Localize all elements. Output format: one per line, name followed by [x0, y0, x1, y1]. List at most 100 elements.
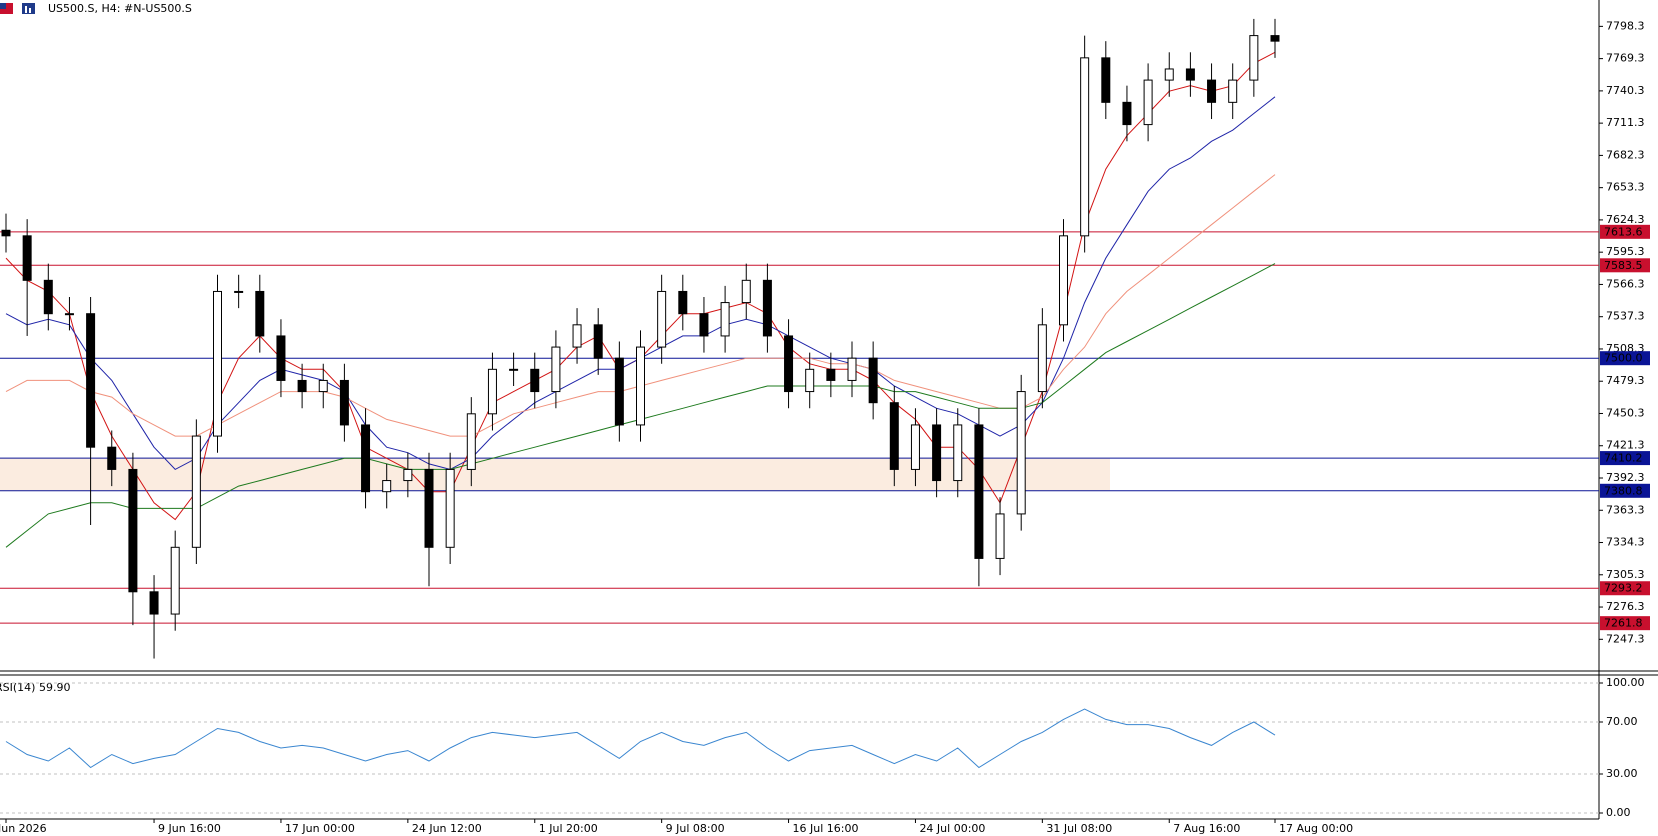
x-tick-label: Jun 2026 [0, 822, 47, 835]
level-label: 7410.2 [1604, 452, 1643, 465]
candle-body [1249, 35, 1259, 81]
candle-body [149, 591, 159, 615]
x-tick-label: 7 Aug 16:00 [1173, 822, 1240, 835]
level-label-box [1600, 351, 1650, 366]
candle-body [1, 229, 11, 237]
candle-body [403, 468, 413, 482]
chart-title: US500.S, H4: #N-US500.S [48, 2, 192, 15]
y-tick-label: 7624.3 [1606, 213, 1645, 226]
level-label-box [1600, 483, 1650, 498]
candle-body [170, 546, 180, 615]
candle-body [128, 468, 138, 593]
price-panel [0, 0, 1599, 671]
candle-body [1228, 79, 1238, 103]
y-tick-label: 7363.3 [1606, 503, 1645, 516]
x-tick-label: 31 Jul 08:00 [1046, 822, 1112, 835]
candle-body [276, 335, 286, 381]
y-tick-label: 7450.3 [1606, 406, 1645, 419]
y-tick-label: 7537.3 [1606, 310, 1645, 323]
candle-body [720, 302, 730, 337]
y-tick-label: 70.00 [1606, 715, 1638, 728]
y-tick-label: 7798.3 [1606, 19, 1645, 32]
candle-body [466, 413, 476, 470]
candle-body [445, 468, 455, 548]
candle-body [678, 290, 688, 315]
y-tick-label: 7682.3 [1606, 148, 1645, 161]
candle-body [64, 313, 74, 316]
candle-body [382, 480, 392, 493]
level-label: 7380.8 [1604, 484, 1643, 497]
rsi-line [5, 708, 1276, 769]
y-tick-label: 7392.3 [1606, 471, 1645, 484]
candle-body [191, 435, 201, 548]
candle-body [636, 346, 645, 426]
y-tick-label: 7334.3 [1606, 536, 1645, 549]
candle-body [1207, 79, 1217, 103]
candle-body [509, 368, 519, 371]
candle-body [551, 346, 561, 393]
y-tick-label: 7653.3 [1606, 181, 1645, 194]
candle-body [424, 468, 434, 548]
x-tick-label: 9 Jul 08:00 [666, 822, 725, 835]
candle-body [847, 357, 857, 381]
candle-body [699, 313, 709, 337]
candle-body [953, 424, 963, 482]
x-tick-label: 17 Jun 00:00 [285, 822, 355, 835]
y-tick-label: 7740.3 [1606, 84, 1645, 97]
candle-body [1164, 68, 1174, 81]
candle-body [22, 235, 32, 281]
level-label: 7583.5 [1604, 259, 1643, 272]
candle-body [86, 313, 96, 448]
candle-body [361, 424, 371, 493]
candle-body [255, 290, 265, 337]
candle-body [1270, 35, 1280, 42]
candle-body [910, 424, 920, 470]
level-label-box [1600, 581, 1650, 596]
x-tick-label: 9 Jun 16:00 [158, 822, 221, 835]
candle-body [297, 379, 307, 393]
candle-body [614, 357, 624, 426]
level-label: 7500.0 [1604, 352, 1643, 365]
candle-body [107, 446, 117, 470]
candle-body [339, 379, 349, 426]
level-label: 7613.6 [1604, 225, 1643, 238]
y-tick-label: 7566.3 [1606, 277, 1645, 290]
candle-body [1016, 391, 1026, 515]
candle-body [805, 368, 815, 393]
x-tick-label: 1 Jul 20:00 [539, 822, 598, 835]
candle-body [530, 368, 540, 393]
level-label-box [1600, 451, 1650, 466]
candle-body [593, 324, 603, 359]
candle-body [1101, 57, 1111, 103]
candle-body [826, 368, 836, 381]
level-label-box [1600, 258, 1650, 273]
candle-body [974, 424, 984, 559]
x-tick-label: 17 Aug 00:00 [1279, 822, 1353, 835]
y-tick-label: 7479.3 [1606, 374, 1645, 387]
y-tick-label: 7421.3 [1606, 439, 1645, 452]
level-label-box [1600, 224, 1650, 239]
y-tick-label: 7276.3 [1606, 600, 1645, 613]
candle-body [572, 324, 582, 348]
candle-body [741, 279, 751, 304]
y-tick-label: 7595.3 [1606, 245, 1645, 258]
candle-body [762, 279, 772, 337]
candle-body [1122, 101, 1132, 126]
x-tick-label: 24 Jun 12:00 [412, 822, 482, 835]
level-label: 7261.8 [1604, 617, 1643, 630]
y-tick-label: 7711.3 [1606, 116, 1645, 129]
candle-body [1059, 235, 1068, 326]
candle-body [784, 335, 794, 393]
candle-body [43, 279, 53, 315]
x-tick-label: 24 Jul 00:00 [919, 822, 985, 835]
level-label-box [1600, 616, 1650, 631]
candle-body [1037, 324, 1047, 393]
level-label: 7293.2 [1604, 582, 1643, 595]
y-tick-label: 100.00 [1606, 676, 1645, 689]
candle-body [889, 402, 899, 470]
symbol-icon [0, 3, 35, 14]
candle-body [1185, 68, 1195, 81]
candle-body [657, 290, 667, 348]
candle-body [1143, 79, 1153, 126]
